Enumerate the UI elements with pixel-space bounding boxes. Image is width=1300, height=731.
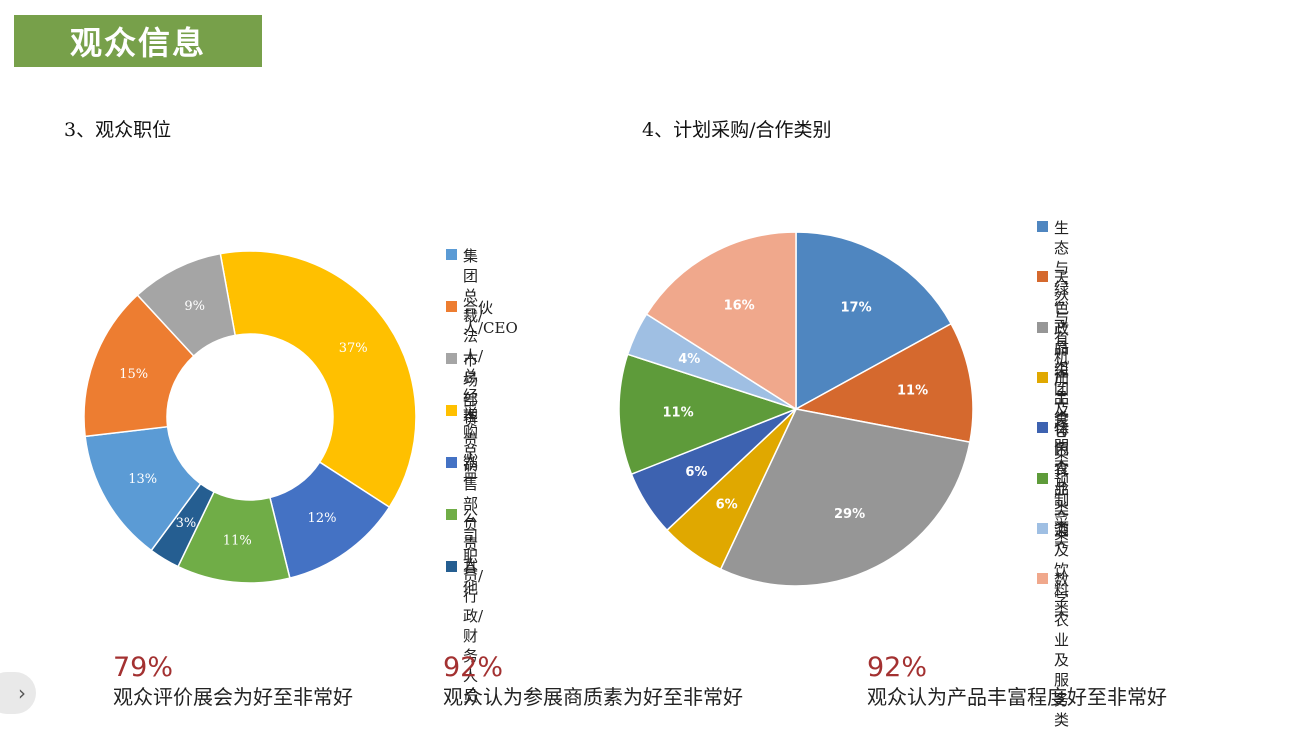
legend-label: 生态与绿色产品类 bbox=[1054, 219, 1070, 377]
legend-swatch bbox=[446, 405, 457, 416]
stat-block-1: 79% 观众评价展会为好至非常好 bbox=[113, 653, 353, 711]
legend-label: 采购总监 bbox=[463, 403, 479, 481]
legend-swatch bbox=[1037, 371, 1048, 383]
legend-swatch bbox=[1037, 321, 1048, 333]
page-title: 观众信息 bbox=[69, 24, 206, 62]
chart1-data-label-1: 11% bbox=[897, 384, 928, 399]
stat-text: 观众评价展会为好至非常好 bbox=[113, 685, 353, 709]
legend-item: 酒及饮料类 bbox=[1037, 520, 1069, 620]
legend-swatch bbox=[446, 301, 457, 312]
legend-label: 预制菜类 bbox=[1054, 470, 1070, 549]
legend-swatch bbox=[1037, 422, 1048, 434]
chart1-data-label-2: 29% bbox=[834, 507, 865, 522]
chart1-data-label-7: 16% bbox=[724, 299, 755, 314]
chart1-data-label-5: 11% bbox=[662, 406, 693, 421]
legend-item: 加工食品类 bbox=[1037, 369, 1069, 469]
chart0-data-label-0: 13% bbox=[128, 472, 157, 487]
chart1-slice-0 bbox=[795, 231, 953, 411]
chart0-data-label-2: 9% bbox=[184, 299, 205, 314]
legend-label: 公司职员/行政/财 务人员 bbox=[463, 507, 484, 705]
chart0-data-label-4: 12% bbox=[308, 511, 337, 526]
legend-label: 销售部负责人 bbox=[463, 455, 479, 573]
chevron-right-icon[interactable]: › bbox=[18, 681, 26, 705]
legend-swatch bbox=[446, 509, 457, 520]
legend-label: 市场部负责人 bbox=[463, 351, 479, 469]
chart0-slice-3 bbox=[219, 250, 417, 509]
legend-item: 销售部负责人 bbox=[446, 454, 478, 574]
donut-section-title: 3、观众职位 bbox=[64, 119, 172, 141]
legend-label: 天然与有机产品类 bbox=[1054, 269, 1070, 428]
legend-item: 预制菜类 bbox=[1037, 470, 1069, 550]
stat-text: 观众认为产品丰富程度好至非常好 bbox=[867, 685, 1167, 709]
pie-section-title: 4、计划采购/合作类别 bbox=[642, 119, 832, 141]
stat-block-2: 92% 观众认为参展商质素为好至非常好 bbox=[443, 653, 743, 711]
legend-label: 加工食品类 bbox=[1054, 369, 1070, 468]
legend-item: 其他 bbox=[446, 558, 478, 598]
legend-item: 天然与有机产品类 bbox=[1037, 268, 1069, 428]
legend-swatch bbox=[1037, 472, 1048, 484]
chart1-data-label-0: 17% bbox=[841, 300, 872, 315]
stat-value: 92% bbox=[867, 652, 928, 683]
chart0-data-label-5: 11% bbox=[223, 533, 252, 548]
chart1-data-label-3: 6% bbox=[716, 497, 738, 512]
chart0-data-label-3: 37% bbox=[339, 341, 368, 356]
legend-item: 休闲食品类 bbox=[1037, 419, 1069, 519]
stat-text: 观众认为参展商质素为好至非常好 bbox=[443, 685, 743, 709]
legend-label: 合伙人/CEO bbox=[463, 299, 518, 337]
legend-label: 酒及饮料类 bbox=[1054, 520, 1070, 619]
chart0-data-label-1: 15% bbox=[119, 367, 148, 382]
chart1-slice-1 bbox=[793, 322, 974, 444]
legend-swatch bbox=[446, 457, 457, 468]
stat-block-3: 92% 观众认为产品丰富程度好至非常好 bbox=[867, 653, 1167, 711]
legend-swatch bbox=[446, 561, 457, 572]
chart0-data-label-6: 3% bbox=[176, 516, 197, 531]
legend-swatch bbox=[1037, 221, 1048, 232]
legend-label: 集团总裁/法人/总 经理 bbox=[463, 247, 484, 425]
legend-item: 政府组团及特色农业 类类 bbox=[1037, 319, 1069, 539]
legend-swatch bbox=[1037, 271, 1048, 283]
stat-value: 79% bbox=[113, 652, 174, 683]
legend-item: 公司职员/行政/财 务人员 bbox=[446, 506, 483, 706]
chart1-data-label-4: 6% bbox=[685, 465, 707, 480]
legend-item: 集团总裁/法人/总 经理 bbox=[446, 246, 483, 426]
chart1-slice-7 bbox=[645, 231, 797, 411]
legend-label: 数字农业及服务类 bbox=[1054, 571, 1070, 730]
chart0-slice-2 bbox=[136, 252, 237, 358]
legend-item: 市场部负责人 bbox=[446, 350, 478, 470]
legend-swatch bbox=[1037, 522, 1048, 534]
legend-item: 数字农业及服务类 bbox=[1037, 570, 1069, 730]
next-slide-button[interactable]: › bbox=[0, 672, 36, 714]
chart1-slice-5 bbox=[618, 353, 799, 476]
legend-label: 其他 bbox=[463, 559, 479, 597]
legend-label: 休闲食品类 bbox=[1054, 420, 1070, 519]
stat-value: 92% bbox=[443, 652, 504, 683]
legend-label: 政府组团及特色农业 类类 bbox=[1054, 319, 1070, 538]
title-banner: 观众信息 bbox=[14, 15, 262, 67]
legend-swatch bbox=[1037, 573, 1048, 585]
legend-swatch bbox=[446, 353, 457, 364]
chart1-data-label-6: 4% bbox=[678, 352, 700, 367]
legend-item: 采购总监 bbox=[446, 402, 478, 482]
chart1-slice-2 bbox=[719, 408, 971, 587]
legend-swatch bbox=[446, 249, 457, 260]
legend-item: 合伙人/CEO bbox=[446, 298, 518, 338]
legend-item: 生态与绿色产品类 bbox=[1037, 218, 1069, 378]
